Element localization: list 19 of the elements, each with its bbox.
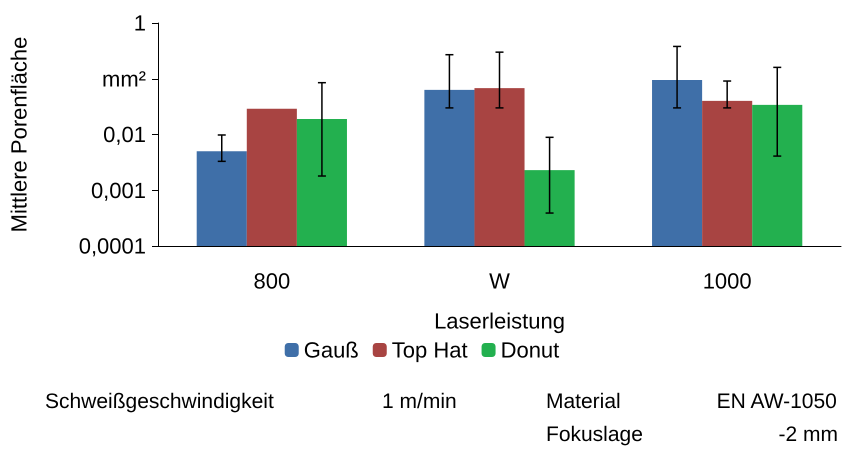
y-tick-label: 0,01 bbox=[103, 122, 146, 147]
x-tick-label: W bbox=[489, 268, 510, 294]
text: Material bbox=[546, 390, 621, 413]
y-tick-label: mm² bbox=[102, 66, 146, 92]
y-tick-label: 0,001 bbox=[90, 178, 146, 203]
text: -2 mm bbox=[778, 423, 838, 446]
legend-label: Gauß bbox=[304, 338, 359, 362]
text: 1 m/min bbox=[382, 390, 457, 413]
y-axis-title: Mittlere Porenfläche bbox=[6, 36, 32, 232]
text: Schweißgeschwindigkeit bbox=[45, 390, 274, 413]
text: Fokuslage bbox=[546, 423, 643, 446]
y-tick-label: 1 bbox=[134, 10, 146, 36]
text: EN AW-1050 bbox=[716, 390, 837, 413]
y-tick-label: 0,0001 bbox=[78, 234, 146, 258]
x-tick-label: 1000 bbox=[702, 268, 752, 294]
legend-label: Donut bbox=[500, 338, 560, 362]
x-axis-title: Laserleistung bbox=[434, 308, 565, 334]
legend-label: Top Hat bbox=[392, 338, 468, 362]
x-tick-label: 800 bbox=[253, 268, 290, 294]
